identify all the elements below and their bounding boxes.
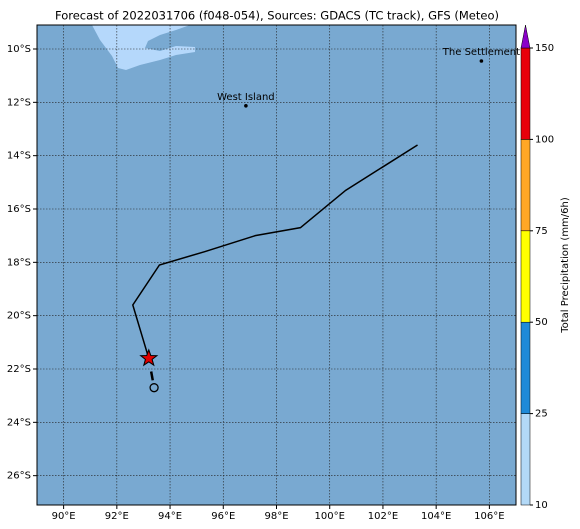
colorbar-tick-label: 25 — [535, 409, 548, 420]
track-connector — [149, 371, 154, 381]
x-tick-label: 100°E — [315, 511, 345, 522]
colorbar-segment — [520, 139, 531, 232]
y-tick-label: 14°S — [7, 151, 31, 162]
colorbar-tick-label: 75 — [535, 226, 548, 237]
y-tick-label: 24°S — [7, 417, 31, 428]
map-frame — [36, 24, 517, 506]
x-tick-label: 90°E — [52, 511, 76, 522]
y-tick-label: 18°S — [7, 257, 31, 268]
y-tick-label: 12°S — [7, 97, 31, 108]
x-tick-label: 104°E — [421, 511, 451, 522]
place-label: West Island — [217, 92, 275, 103]
y-tick-label: 20°S — [7, 311, 31, 322]
place-dot — [244, 104, 248, 108]
colorbar-extend — [520, 24, 531, 49]
map-title: Forecast of 2022031706 (f048-054), Sourc… — [55, 9, 499, 23]
colorbar-tick-label: 100 — [535, 134, 554, 145]
x-tick-label: 92°E — [105, 511, 129, 522]
y-tick-label: 26°S — [7, 471, 31, 482]
colorbar-segment — [520, 230, 531, 323]
current-position — [139, 348, 159, 367]
y-tick-label: 16°S — [7, 204, 31, 215]
track-line — [131, 144, 418, 359]
colorbar-segment — [520, 321, 531, 414]
x-tick-label: 94°E — [158, 511, 182, 522]
colorbar-tick-label: 50 — [535, 317, 548, 328]
colorbar-tick-label: 150 — [535, 43, 554, 54]
x-tick-label: 96°E — [211, 511, 235, 522]
x-tick-label: 102°E — [368, 511, 398, 522]
place-dot — [479, 59, 484, 63]
y-tick-label: 10°S — [7, 44, 31, 55]
colorbar-label: Total Precipitation (mm/6h) — [560, 197, 571, 334]
colorbar-tick-label: 10 — [535, 500, 548, 511]
land — [92, 25, 195, 70]
y-tick-label: 22°S — [7, 364, 31, 375]
x-tick-label: 98°E — [264, 511, 288, 522]
colorbar-segment — [520, 413, 531, 506]
colorbar-segment — [520, 47, 531, 140]
x-tick-label: 106°E — [474, 511, 504, 522]
track-start — [149, 383, 159, 393]
place-label: The Settlement — [442, 47, 520, 58]
